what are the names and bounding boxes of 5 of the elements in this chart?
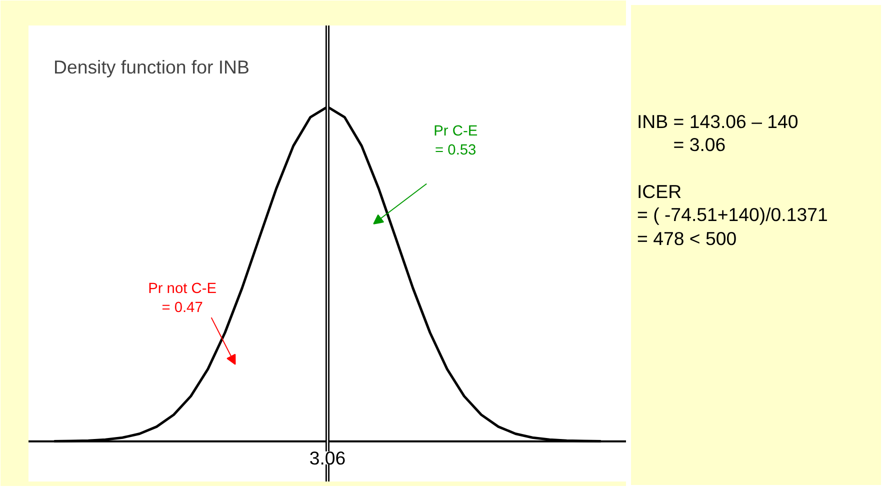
annotation: Pr not C-E = 0.47 xyxy=(148,280,217,316)
text: INB = 143.06 – 140 = 3.06 ICER = ( -74.51+140)/0.1371 = 478 < 500 xyxy=(637,111,828,249)
text: 3.06 xyxy=(309,447,346,468)
chart-title: Density function for INB xyxy=(54,56,250,78)
annotation: Pr C-E = 0.53 xyxy=(434,124,478,159)
